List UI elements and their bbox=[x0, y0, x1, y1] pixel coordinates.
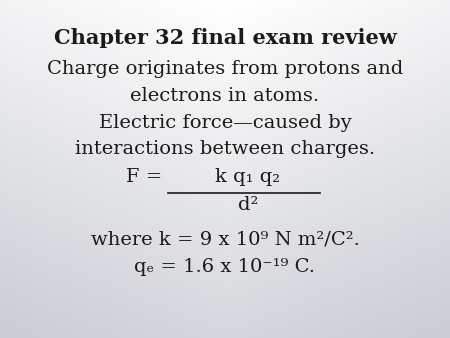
Text: k q₁ q₂: k q₁ q₂ bbox=[216, 168, 280, 186]
Text: d²: d² bbox=[238, 196, 258, 214]
Text: where k = 9 x 10⁹ N m²/C².: where k = 9 x 10⁹ N m²/C². bbox=[90, 230, 360, 248]
Text: Electric force—caused by: Electric force—caused by bbox=[99, 114, 351, 132]
Text: interactions between charges.: interactions between charges. bbox=[75, 140, 375, 158]
Text: F =: F = bbox=[126, 168, 168, 186]
Text: Chapter 32 final exam review: Chapter 32 final exam review bbox=[54, 28, 396, 48]
Text: qₑ = 1.6 x 10⁻¹⁹ C.: qₑ = 1.6 x 10⁻¹⁹ C. bbox=[135, 258, 315, 276]
Text: Charge originates from protons and: Charge originates from protons and bbox=[47, 60, 403, 78]
Text: electrons in atoms.: electrons in atoms. bbox=[130, 87, 320, 105]
